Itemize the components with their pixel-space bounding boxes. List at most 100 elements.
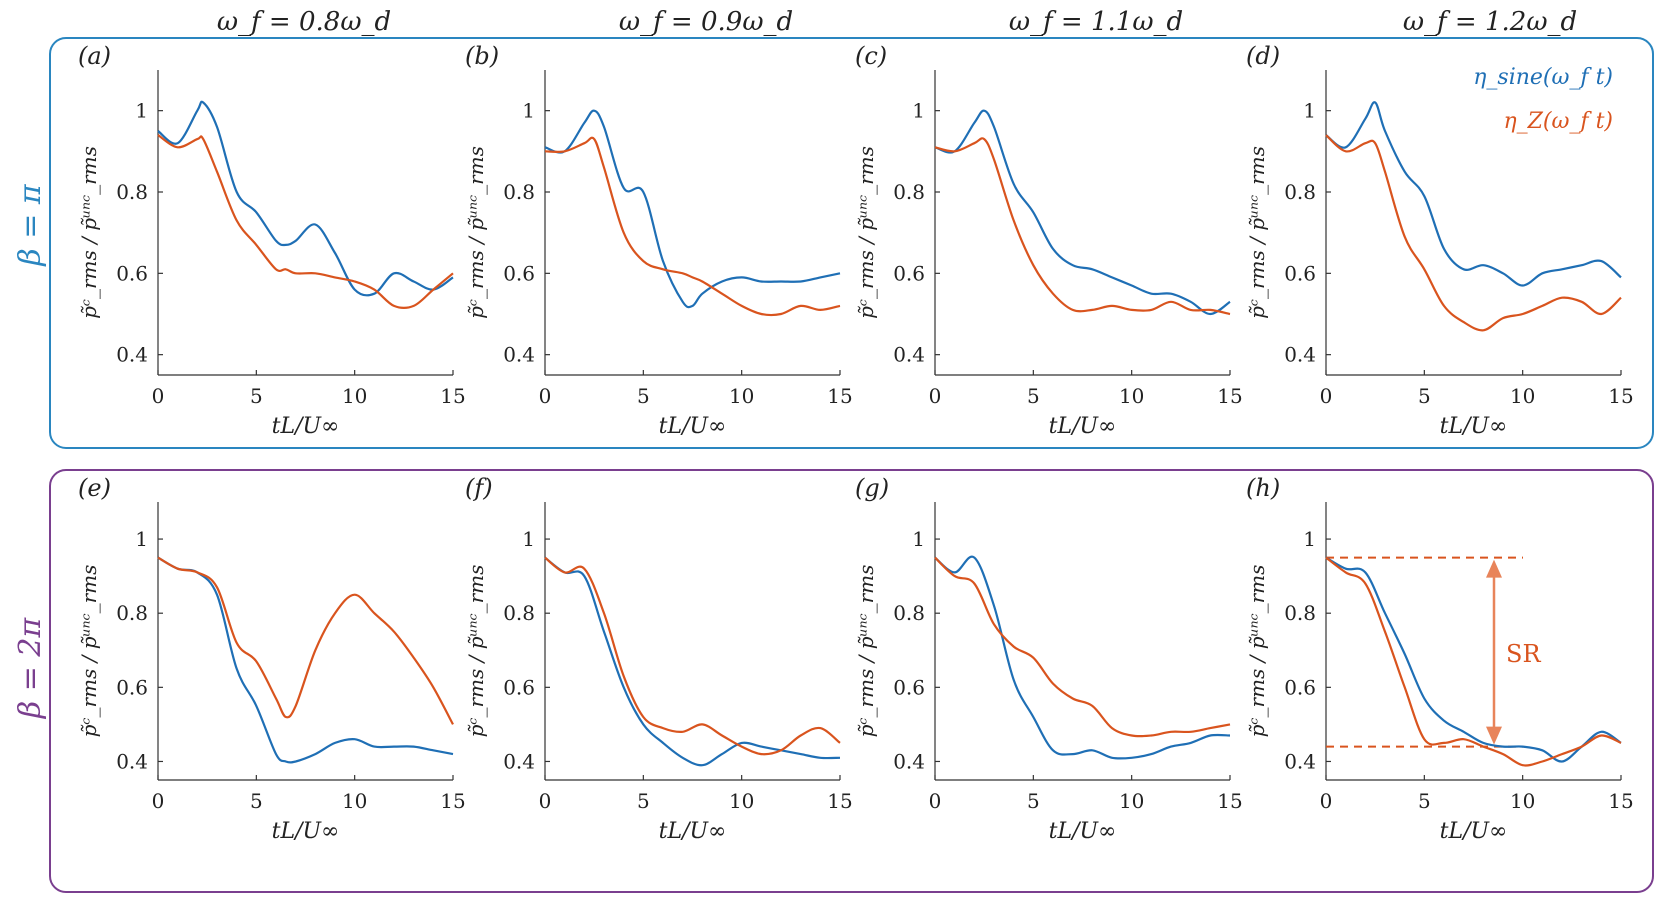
x-tick-label: 15 bbox=[1608, 789, 1633, 813]
series-line-sine bbox=[934, 555, 1231, 760]
x-tick-label: 0 bbox=[152, 384, 165, 408]
col-header-2: ω_f = 0.9ω_d bbox=[619, 7, 793, 37]
col-header-3: ω_f = 1.1ω_d bbox=[1009, 7, 1183, 37]
series-line-sine bbox=[544, 109, 841, 309]
series-line-zaw bbox=[1325, 134, 1622, 332]
y-tick-label: 0.8 bbox=[893, 601, 925, 625]
y-tick-label: 0.8 bbox=[503, 601, 535, 625]
y-axis-label: p̃ᶜ_rms / p̃ᵘⁿᶜ_rms bbox=[77, 146, 101, 319]
series-line-zaw bbox=[157, 134, 454, 310]
x-tick-label: 15 bbox=[1217, 789, 1242, 813]
x-tick-label: 15 bbox=[1608, 384, 1633, 408]
x-axis-label: tL/U∞ bbox=[272, 414, 340, 439]
series-line-sine bbox=[544, 556, 841, 767]
row2-label: β = 2π bbox=[13, 617, 48, 720]
x-tick-label: 15 bbox=[440, 789, 465, 813]
panel-label: (f) bbox=[465, 474, 493, 502]
y-tick-label: 0.8 bbox=[1284, 601, 1316, 625]
y-tick-label: 0.6 bbox=[503, 261, 535, 285]
y-tick-label: 0.8 bbox=[116, 601, 148, 625]
x-tick-label: 0 bbox=[929, 384, 942, 408]
row1-frame bbox=[49, 37, 1654, 449]
panel-label: (c) bbox=[855, 42, 887, 70]
x-tick-label: 0 bbox=[539, 789, 552, 813]
x-axis-label: tL/U∞ bbox=[659, 819, 727, 844]
x-tick-label: 5 bbox=[250, 384, 263, 408]
panel-g: (g) 0 5 10 15 0.4 0.6 0.8 1 tL/U∞ p̃ᶜ_rms / p̃ᵘⁿᶜ_… bbox=[854, 474, 1243, 844]
x-tick-label: 5 bbox=[1027, 789, 1040, 813]
series-line-zaw bbox=[1325, 556, 1622, 767]
panel-label: (h) bbox=[1246, 474, 1280, 502]
x-tick-label: 10 bbox=[1119, 384, 1144, 408]
y-tick-label: 1 bbox=[1303, 527, 1316, 551]
x-tick-label: 15 bbox=[440, 384, 465, 408]
y-tick-label: 0.4 bbox=[893, 749, 925, 773]
y-tick-label: 0.4 bbox=[1284, 343, 1316, 367]
y-tick-label: 0.8 bbox=[503, 180, 535, 204]
x-tick-label: 0 bbox=[152, 789, 165, 813]
series-line-zaw bbox=[157, 556, 454, 725]
sr-label: SR bbox=[1506, 640, 1541, 668]
y-axis-label: p̃ᶜ_rms / p̃ᵘⁿᶜ_rms bbox=[1245, 565, 1269, 738]
y-axis-label: p̃ᶜ_rms / p̃ᵘⁿᶜ_rms bbox=[464, 565, 488, 738]
x-tick-label: 10 bbox=[1119, 789, 1144, 813]
sr-arrowhead-down bbox=[1486, 726, 1502, 745]
y-tick-label: 0.8 bbox=[893, 180, 925, 204]
y-tick-label: 0.8 bbox=[116, 180, 148, 204]
x-tick-label: 5 bbox=[637, 384, 650, 408]
series-line-sine bbox=[157, 556, 454, 764]
x-tick-label: 0 bbox=[1320, 789, 1333, 813]
legend-sine: η_sine(ω_f t) bbox=[1473, 65, 1613, 90]
y-tick-label: 0.4 bbox=[116, 343, 148, 367]
series-line-zaw bbox=[934, 137, 1231, 316]
x-tick-label: 10 bbox=[729, 384, 754, 408]
y-tick-label: 1 bbox=[912, 99, 925, 123]
series-line-zaw bbox=[544, 556, 841, 756]
y-tick-label: 1 bbox=[912, 527, 925, 551]
x-tick-label: 10 bbox=[342, 384, 367, 408]
y-axis-label: p̃ᶜ_rms / p̃ᵘⁿᶜ_rms bbox=[464, 146, 488, 319]
x-axis-label: tL/U∞ bbox=[659, 414, 727, 439]
series-line-sine bbox=[1325, 556, 1622, 763]
x-tick-label: 0 bbox=[539, 384, 552, 408]
panel-label: (a) bbox=[78, 42, 111, 70]
x-tick-label: 10 bbox=[1510, 384, 1535, 408]
y-tick-label: 1 bbox=[1303, 99, 1316, 123]
y-axis-label: p̃ᶜ_rms / p̃ᵘⁿᶜ_rms bbox=[1245, 146, 1269, 319]
col-header-4: ω_f = 1.2ω_d bbox=[1403, 7, 1577, 37]
x-axis-label: tL/U∞ bbox=[272, 819, 340, 844]
y-tick-label: 0.4 bbox=[503, 749, 535, 773]
series-line-zaw bbox=[934, 556, 1231, 738]
y-tick-label: 0.6 bbox=[116, 675, 148, 699]
x-axis-label: tL/U∞ bbox=[1440, 414, 1508, 439]
x-tick-label: 10 bbox=[342, 789, 367, 813]
col-header-1: ω_f = 0.8ω_d bbox=[217, 7, 391, 37]
x-tick-label: 0 bbox=[929, 789, 942, 813]
y-tick-label: 0.4 bbox=[503, 343, 535, 367]
panel-label: (g) bbox=[855, 474, 889, 502]
series-line-zaw bbox=[544, 136, 841, 317]
x-tick-label: 5 bbox=[250, 789, 263, 813]
y-tick-label: 1 bbox=[522, 99, 535, 123]
y-tick-label: 1 bbox=[522, 527, 535, 551]
panel-label: (b) bbox=[465, 42, 499, 70]
x-tick-label: 5 bbox=[637, 789, 650, 813]
x-axis-label: tL/U∞ bbox=[1049, 414, 1117, 439]
y-tick-label: 0.4 bbox=[893, 343, 925, 367]
x-tick-label: 15 bbox=[1217, 384, 1242, 408]
y-tick-label: 0.6 bbox=[1284, 675, 1316, 699]
y-tick-label: 1 bbox=[135, 99, 148, 123]
y-tick-label: 0.6 bbox=[116, 261, 148, 285]
x-tick-label: 5 bbox=[1418, 384, 1431, 408]
x-axis-label: tL/U∞ bbox=[1440, 819, 1508, 844]
x-tick-label: 0 bbox=[1320, 384, 1333, 408]
y-tick-label: 0.6 bbox=[893, 675, 925, 699]
panel-h: (h) 0 5 10 15 0.4 0.6 0.8 1 tL/U∞ p̃ᶜ_rms / p̃ᵘⁿᶜ_… bbox=[1245, 474, 1634, 844]
y-tick-label: 1 bbox=[135, 527, 148, 551]
panel-label: (d) bbox=[1246, 42, 1280, 70]
y-tick-label: 0.4 bbox=[1284, 749, 1316, 773]
x-tick-label: 5 bbox=[1027, 384, 1040, 408]
series-line-sine bbox=[157, 100, 454, 297]
panel-label: (e) bbox=[78, 474, 111, 502]
